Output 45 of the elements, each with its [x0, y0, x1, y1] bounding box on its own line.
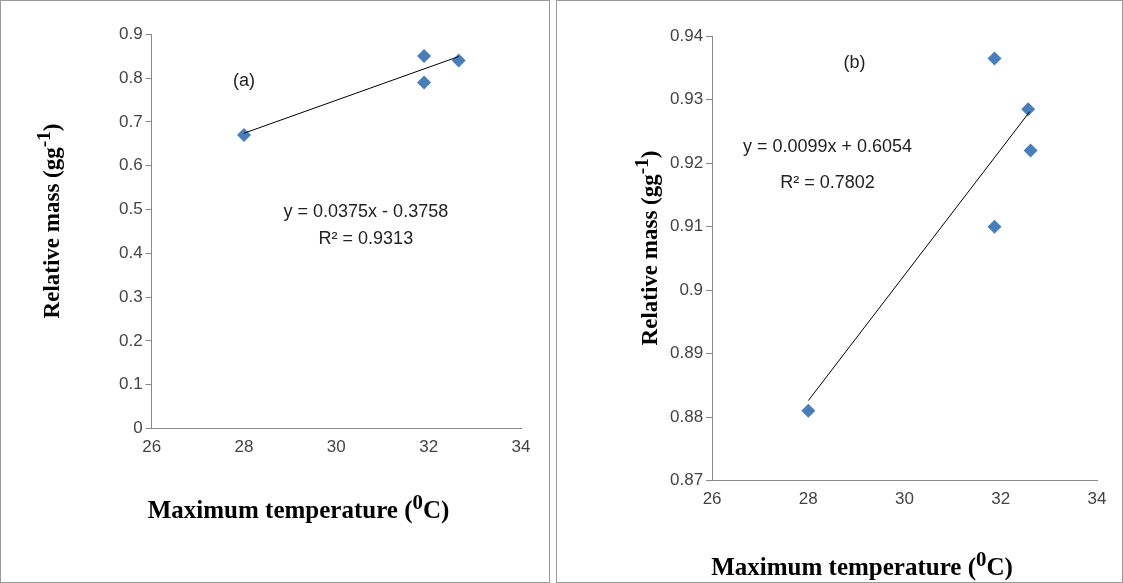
annotation: R² = 0.9313	[318, 228, 414, 249]
y-tick-label: 0.92	[669, 152, 704, 172]
point	[417, 75, 432, 90]
x-tick-label: 28	[234, 437, 254, 457]
y-tick-label: 0.1	[118, 374, 143, 394]
y-tick-label: 0.5	[118, 199, 143, 219]
x-axis-title: Maximum temperature ($^{0}$C)	[146, 490, 451, 525]
x-tick-label: 32	[991, 489, 1011, 509]
y-tick-label: 0.3	[118, 286, 143, 306]
point	[417, 49, 432, 64]
x-tick-label: 34	[511, 437, 531, 457]
y-tick-label: 0.94	[669, 25, 704, 45]
point	[987, 219, 1002, 234]
x-tick-label: 32	[419, 437, 439, 457]
y-tick-label: 0.9	[679, 279, 704, 299]
annotation: (b)	[843, 51, 866, 72]
y-tick-label: 0.9	[118, 23, 143, 43]
y-tick-label: 0.89	[669, 343, 704, 363]
y-tick-label: 0.93	[669, 89, 704, 109]
annotation: R² = 0.7802	[780, 171, 875, 192]
x-tick-label: 28	[798, 489, 818, 509]
annotation: (a)	[232, 70, 255, 91]
y-tick-label: 0.7	[118, 111, 143, 131]
annotation: y = 0.0099x + 0.6054	[742, 136, 913, 157]
y-tick-label: 0.4	[118, 243, 143, 262]
y-tick-label: 0.8	[118, 67, 143, 87]
point	[1021, 102, 1036, 117]
x-tick-label: 26	[702, 489, 722, 509]
annotation: y = 0.0375x - 0.3758	[283, 200, 449, 221]
x-tick-label: 26	[142, 437, 162, 457]
y-tick-label: 0.2	[118, 330, 143, 350]
y-tick-label: 0.91	[669, 216, 704, 236]
y-tick-label: 0.88	[669, 406, 704, 426]
y-tick-label: 0.6	[118, 155, 143, 175]
x-tick-label: 30	[326, 437, 346, 457]
point	[801, 403, 816, 418]
y-tick-label: 0	[133, 418, 143, 438]
point	[1023, 143, 1038, 158]
x-axis-title: Maximum temperature ($^{0}$C)	[710, 547, 1014, 582]
point	[236, 127, 251, 142]
x-tick-label: 34	[1087, 489, 1107, 509]
point	[987, 51, 1002, 66]
y-tick-label: 0.87	[669, 470, 704, 490]
x-tick-label: 30	[895, 489, 914, 509]
point	[451, 53, 466, 68]
